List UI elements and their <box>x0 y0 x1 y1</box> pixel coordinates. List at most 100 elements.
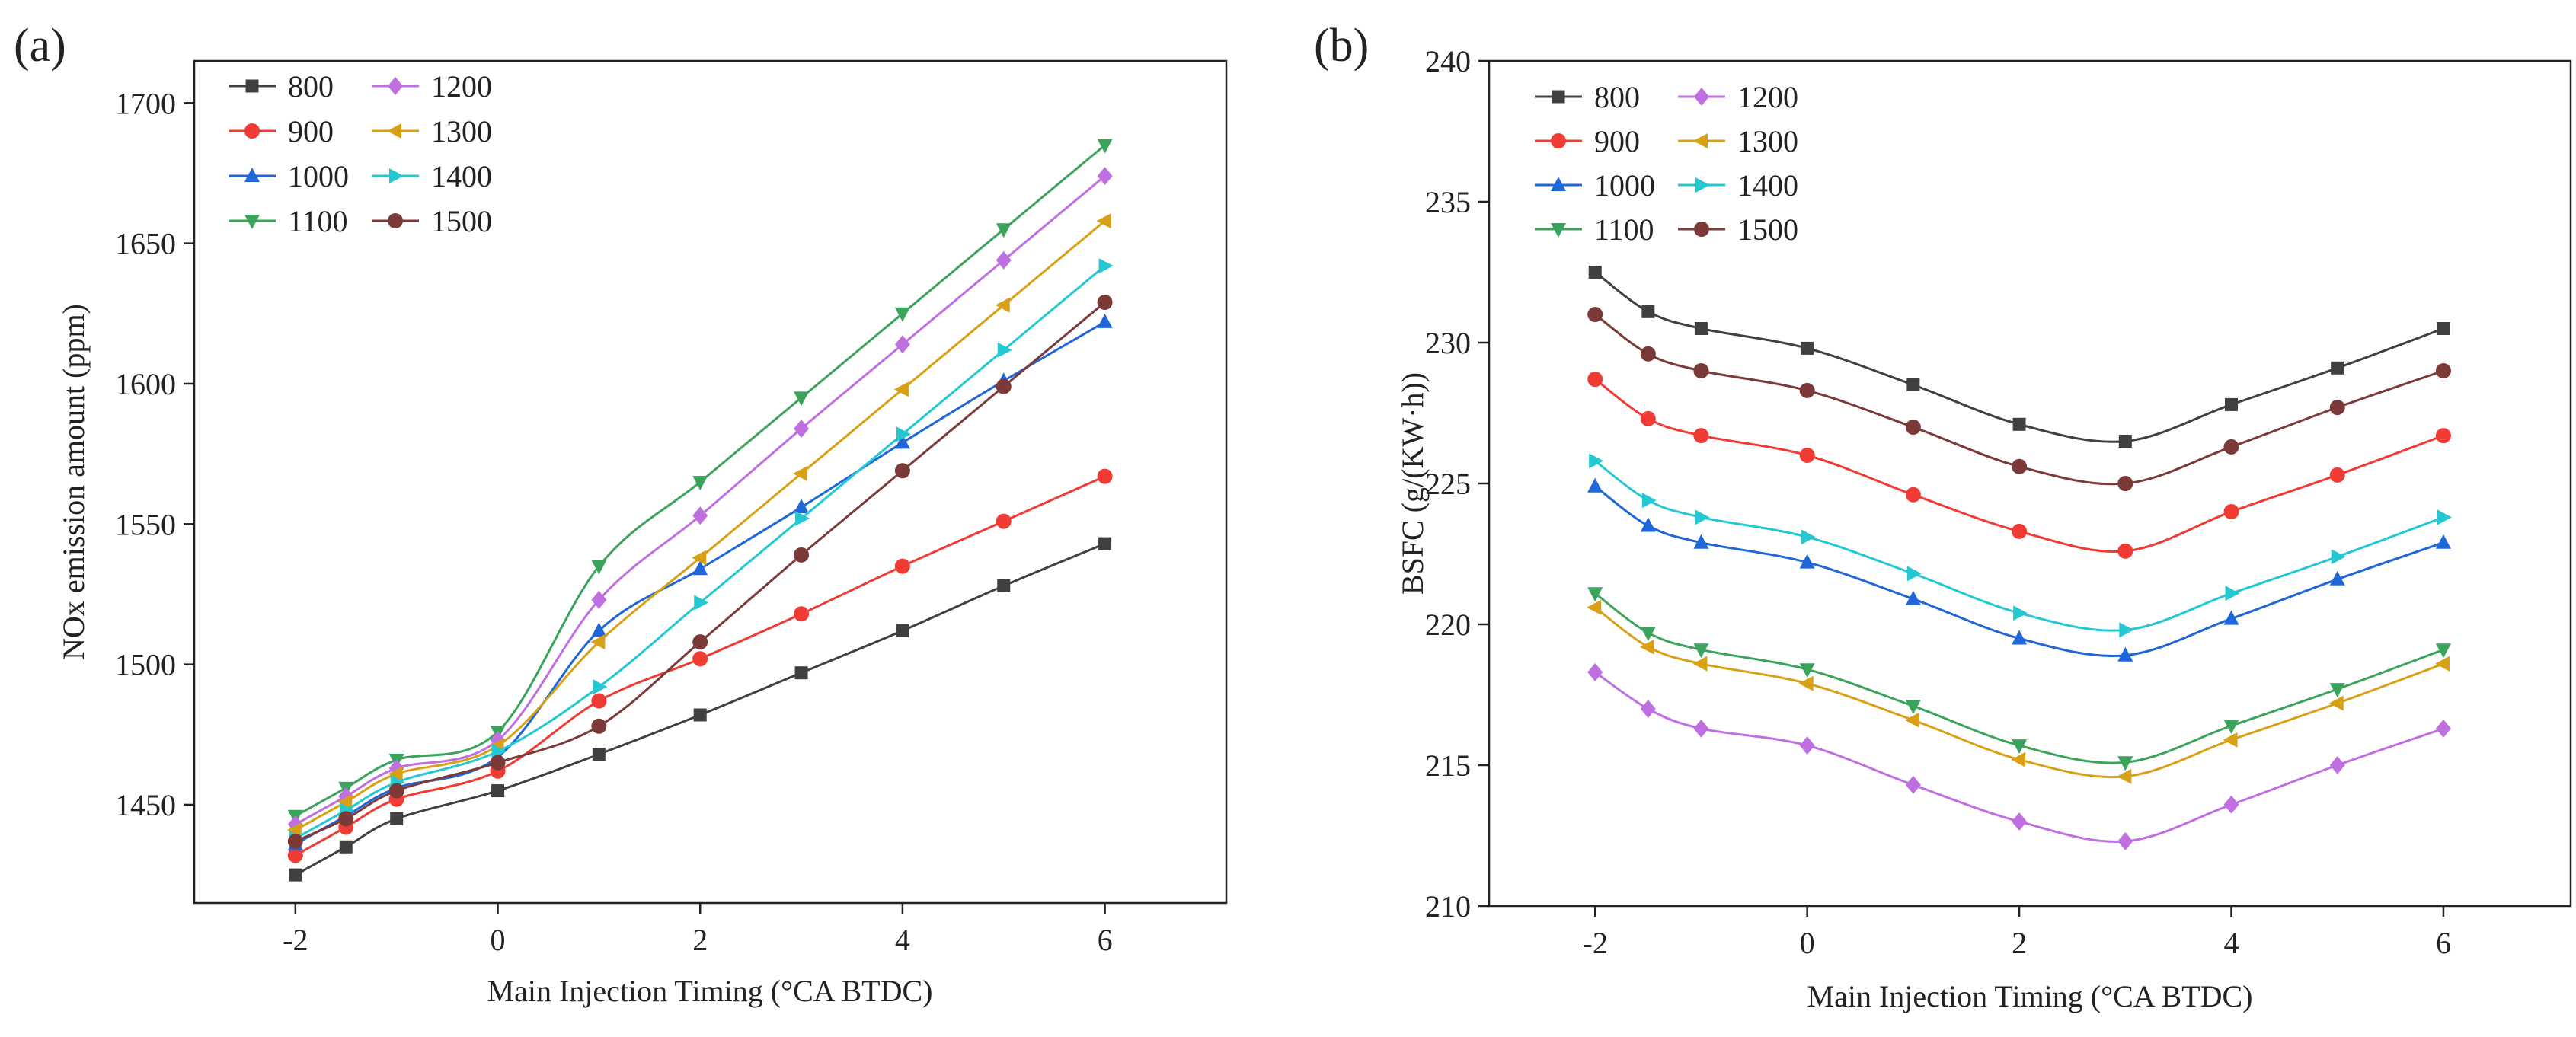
legend-swatch-marker <box>1551 223 1566 238</box>
data-point-1500 <box>692 634 708 650</box>
series-1200 <box>287 167 1113 834</box>
data-point-1500 <box>388 783 404 799</box>
legend-label: 1500 <box>1737 212 1798 247</box>
x-tick-label: 6 <box>2436 926 2451 960</box>
series-line-1000 <box>295 321 1106 845</box>
panel-a-x-axis-title: Main Injection Timing (°CA BTDC) <box>487 974 933 1008</box>
data-point-900 <box>996 513 1012 529</box>
series-line-1000 <box>1594 485 2444 657</box>
legend-entry-1400: 1400 <box>372 159 492 193</box>
data-point-1400 <box>2331 549 2346 565</box>
legend-label: 1100 <box>1594 212 1654 247</box>
legend-swatch-marker <box>388 77 403 95</box>
data-point-1200 <box>1693 719 1709 738</box>
data-point-1100 <box>794 391 810 407</box>
series-line-800 <box>295 542 1106 876</box>
legend-swatch-marker <box>244 215 260 229</box>
legend-swatch-marker <box>388 213 403 228</box>
legend-entry-1500: 1500 <box>372 204 492 238</box>
data-point-800 <box>2012 417 2026 431</box>
data-point-1400 <box>795 510 810 526</box>
series-1100 <box>1587 587 2451 771</box>
data-point-1300 <box>1639 639 1654 655</box>
panel-a-y-axis-title: NOx emission amount (ppm) <box>56 304 91 660</box>
data-point-1500 <box>2117 476 2133 491</box>
legend-label: 1100 <box>288 204 348 238</box>
legend-label: 1400 <box>1737 168 1798 203</box>
series-line-1400 <box>1594 460 2444 632</box>
series-900 <box>287 468 1113 863</box>
x-tick-label: 4 <box>895 923 910 957</box>
data-point-1200 <box>1640 700 1656 718</box>
panel-b-x-axis-title: Main Injection Timing (°CA BTDC) <box>1807 979 2253 1013</box>
series-line-800 <box>1594 271 2444 443</box>
legend-label: 1500 <box>431 204 492 238</box>
y-tick-label: 1500 <box>115 648 176 682</box>
y-tick-label: 1550 <box>115 507 176 541</box>
data-point-1500 <box>1097 295 1113 311</box>
data-point-1500 <box>1905 420 1921 435</box>
data-point-1000 <box>1640 517 1656 532</box>
legend-swatch-marker <box>1551 133 1566 148</box>
data-point-1200 <box>1587 662 1603 681</box>
legend-entry-1200: 1200 <box>1678 80 1798 114</box>
data-point-1300 <box>337 794 353 810</box>
data-point-1200 <box>2329 756 2345 774</box>
panel-a-label: (a) <box>14 20 66 72</box>
legend-swatch-marker <box>245 79 259 93</box>
series-1300 <box>1587 599 2450 784</box>
legend-swatch-marker <box>1695 177 1710 193</box>
data-point-1400 <box>1801 529 1816 545</box>
data-point-1000 <box>2329 570 2345 586</box>
data-point-800 <box>2225 397 2239 411</box>
data-point-1100 <box>2435 643 2451 659</box>
legend-swatch-marker <box>387 123 401 139</box>
data-point-900 <box>591 693 607 709</box>
panel-b-label: (b) <box>1314 20 1369 72</box>
data-point-1200 <box>2012 812 2028 831</box>
data-point-1500 <box>287 833 303 849</box>
legend-label: 1400 <box>431 159 492 193</box>
data-point-1400 <box>1589 453 1604 469</box>
series-line-1400 <box>295 264 1106 840</box>
data-point-900 <box>2223 504 2239 519</box>
legend-entry-1100: 1100 <box>229 204 348 238</box>
series-1100 <box>287 139 1113 825</box>
data-point-1400 <box>1641 493 1657 509</box>
data-point-800 <box>339 840 353 854</box>
legend-entry-1300: 1300 <box>372 114 492 148</box>
data-point-1300 <box>692 550 707 566</box>
data-point-1500 <box>2223 439 2239 455</box>
data-point-800 <box>592 748 606 761</box>
legend-entry-1300: 1300 <box>1678 124 1798 158</box>
legend-entry-1000: 1000 <box>1535 168 1655 203</box>
y-tick-label: 225 <box>1425 467 1471 501</box>
x-tick-label: -2 <box>1583 926 1608 960</box>
data-point-1100 <box>1640 627 1656 642</box>
panel-a-legend: 800 900 1000 1100 1200 1300 1400 1500 <box>229 69 492 238</box>
y-tick-label: 240 <box>1425 44 1471 78</box>
data-point-1000 <box>1905 590 1921 605</box>
y-tick-label: 210 <box>1425 889 1471 924</box>
data-point-1000 <box>2117 646 2133 662</box>
data-point-1400 <box>1098 258 1114 274</box>
data-point-1500 <box>490 755 506 771</box>
data-point-1500 <box>894 463 910 479</box>
data-point-800 <box>1588 266 1602 279</box>
data-point-1300 <box>995 297 1010 313</box>
data-point-900 <box>1640 410 1656 426</box>
data-point-1300 <box>2328 695 2344 711</box>
legend-label: 900 <box>1594 124 1640 158</box>
legend-entry-1400: 1400 <box>1678 168 1798 203</box>
data-point-1500 <box>2435 363 2451 378</box>
data-point-800 <box>1694 322 1708 335</box>
data-point-1000 <box>591 622 607 637</box>
data-point-1200 <box>591 590 607 609</box>
data-point-1400 <box>491 743 507 759</box>
legend-label: 1000 <box>1594 168 1655 203</box>
legend-swatch-marker <box>1694 88 1709 106</box>
legend-label: 800 <box>288 69 334 104</box>
data-point-1000 <box>1097 313 1113 328</box>
data-point-1100 <box>2329 683 2345 698</box>
data-point-800 <box>289 868 302 882</box>
